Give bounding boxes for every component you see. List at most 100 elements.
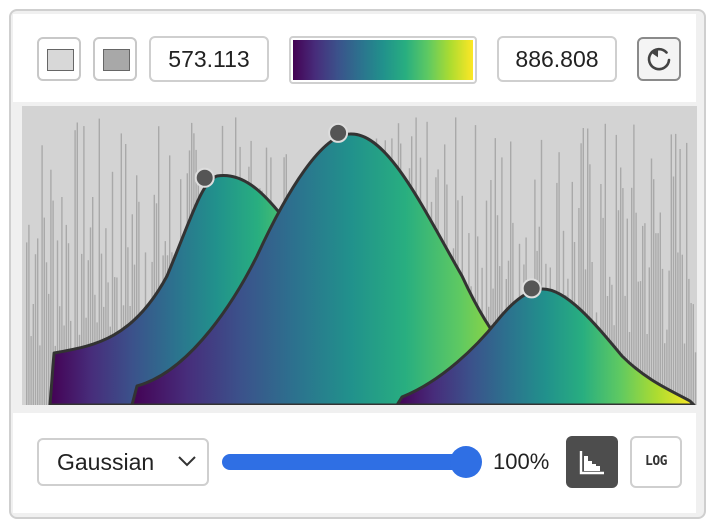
histogram-bar <box>644 223 646 405</box>
reset-button[interactable] <box>637 37 681 81</box>
opacity-curve-3[interactable] <box>395 287 696 407</box>
histogram-bar <box>666 329 668 405</box>
histogram-bar <box>485 200 488 405</box>
histogram-bar <box>589 164 591 405</box>
curve-peak-handle-2[interactable] <box>328 122 349 143</box>
histogram-bar <box>52 200 54 405</box>
light-gray-swatch-icon <box>47 49 74 71</box>
opacity-slider[interactable] <box>222 446 482 478</box>
histogram-bar <box>657 233 659 405</box>
histogram-bar <box>81 253 83 405</box>
log-scale-button[interactable]: LOG <box>630 436 682 488</box>
histogram-bar <box>89 227 92 405</box>
histogram-bar <box>76 122 78 405</box>
histogram-bar <box>600 184 602 405</box>
histogram-icon <box>579 451 604 475</box>
curve-peak-handle-1[interactable] <box>194 167 215 188</box>
histogram-bar <box>580 143 582 406</box>
interpolation-selected-label: Gaussian <box>57 449 155 475</box>
histogram-bar <box>65 224 67 405</box>
histogram-bar <box>659 212 661 405</box>
histogram-bar <box>681 254 683 405</box>
max-value-input[interactable]: 886.808 <box>497 36 617 82</box>
histogram-bar <box>92 197 94 405</box>
histogram-bar <box>125 144 127 405</box>
histogram-bar <box>32 304 34 405</box>
histogram-bar <box>648 267 650 405</box>
colormap-selector[interactable] <box>289 36 477 84</box>
curve-peak-handle-3[interactable] <box>521 278 542 299</box>
histogram-bar <box>111 171 114 405</box>
low-color-swatch[interactable] <box>37 37 81 81</box>
histogram-bar <box>28 224 30 405</box>
histogram-bar <box>617 210 620 405</box>
opacity-slider-thumb[interactable] <box>450 446 482 478</box>
histogram-bar <box>474 125 477 405</box>
histogram-bar <box>158 126 160 405</box>
histogram-bar <box>624 295 626 405</box>
histogram-bar <box>61 197 63 405</box>
histogram-bar <box>87 260 89 405</box>
histogram-bar <box>670 134 672 405</box>
histogram-bar <box>496 215 499 405</box>
histogram-bar <box>30 336 32 405</box>
histogram-bar <box>67 243 70 405</box>
reset-icon <box>647 47 671 71</box>
histogram-bar <box>635 212 637 405</box>
histogram-bar <box>136 175 138 405</box>
histogram-bar <box>43 217 45 405</box>
histogram-bar <box>690 303 692 405</box>
histogram-bar <box>604 123 606 406</box>
histogram-bar <box>582 128 584 405</box>
histogram-bar <box>683 343 686 405</box>
histogram-bar <box>622 188 624 405</box>
histogram-plot[interactable] <box>22 106 697 407</box>
high-color-swatch[interactable] <box>93 37 137 81</box>
opacity-slider-track[interactable] <box>222 454 468 470</box>
histogram-bar <box>646 334 648 405</box>
histogram-bar <box>686 142 688 405</box>
histogram-bar <box>510 141 512 405</box>
histogram-bar <box>131 214 133 405</box>
histogram-bar <box>571 181 573 405</box>
opacity-percent-label: 100% <box>493 449 550 474</box>
histogram-bar <box>41 145 43 406</box>
histogram-bar <box>490 180 492 405</box>
min-value-input[interactable]: 573.113 <box>149 36 269 82</box>
interpolation-select[interactable]: Gaussian <box>37 438 209 486</box>
histogram-bar <box>692 304 694 405</box>
histogram-bar <box>615 134 617 405</box>
histogram-bar <box>74 130 76 405</box>
histogram-bar <box>558 152 560 405</box>
histogram-bar <box>626 218 628 405</box>
histogram-bar <box>587 128 589 405</box>
histogram-bar <box>45 262 48 405</box>
histogram-bar <box>620 167 622 405</box>
histogram-bar <box>56 240 59 405</box>
histogram-bar <box>50 169 52 405</box>
histogram-bar <box>100 253 103 405</box>
histogram-bar <box>637 281 639 405</box>
histogram-bar <box>34 254 37 405</box>
histogram-bar <box>631 187 633 405</box>
histogram-bar <box>668 270 670 405</box>
chevron-down-icon <box>178 456 196 467</box>
histogram-bar <box>675 133 677 405</box>
histogram-bar <box>639 281 642 405</box>
opacity-curves[interactable] <box>48 122 696 407</box>
histogram-bar <box>540 139 543 405</box>
histogram-bar <box>688 278 690 405</box>
histogram-bar <box>633 124 635 405</box>
histogram-bar <box>39 345 41 405</box>
histogram-bar <box>677 252 679 405</box>
histogram-bar <box>655 233 657 405</box>
histogram-svg[interactable] <box>22 106 697 407</box>
histogram-bar <box>650 158 653 405</box>
viridis-gradient-icon <box>293 40 473 80</box>
dark-gray-swatch-icon <box>103 49 130 71</box>
histogram-toggle-button[interactable] <box>566 436 618 488</box>
histogram-bar <box>602 217 604 405</box>
histogram-bar <box>105 228 107 405</box>
histogram-bar <box>661 268 664 405</box>
histogram-bar <box>672 176 675 405</box>
